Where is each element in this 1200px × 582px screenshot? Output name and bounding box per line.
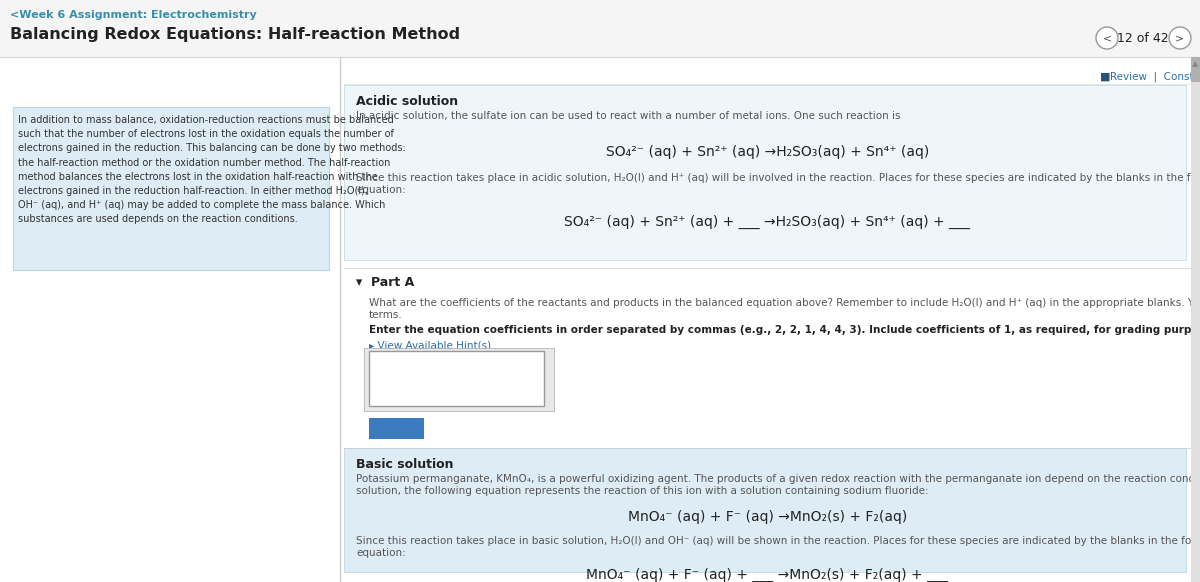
Text: <Week 6 Assignment: Electrochemistry: <Week 6 Assignment: Electrochemistry (10, 10, 257, 20)
Text: solution, the following equation represents the reaction of this ion with a solu: solution, the following equation represe… (356, 486, 929, 496)
Text: In addition to mass balance, oxidation-reduction reactions must be balanced: In addition to mass balance, oxidation-r… (18, 115, 394, 125)
Text: the half-reaction method or the oxidation number method. The half-reaction: the half-reaction method or the oxidatio… (18, 158, 390, 168)
Text: ▲: ▲ (1193, 59, 1199, 69)
Text: ▸ View Available Hint(s): ▸ View Available Hint(s) (370, 340, 491, 350)
Text: electrons gained in the reduction. This balancing can be done by two methods:: electrons gained in the reduction. This … (18, 143, 406, 154)
Text: Review  |  Constants  |  Periodic Table: Review | Constants | Periodic Table (1110, 72, 1200, 83)
Text: What are the coefficients of the reactants and products in the balanced equation: What are the coefficients of the reactan… (370, 298, 1200, 308)
FancyBboxPatch shape (13, 107, 329, 270)
FancyBboxPatch shape (0, 0, 1200, 57)
Text: 12 of 42: 12 of 42 (1117, 31, 1169, 44)
Text: equation:: equation: (356, 185, 406, 195)
FancyBboxPatch shape (1190, 57, 1200, 582)
Text: Potassium permanganate, KMnO₄, is a powerful oxidizing agent. The products of a : Potassium permanganate, KMnO₄, is a powe… (356, 474, 1200, 484)
Text: Since this reaction takes place in basic solution, H₂O(l) and OH⁻ (aq) will be s: Since this reaction takes place in basic… (356, 536, 1200, 546)
Text: Balancing Redox Equations: Half-reaction Method: Balancing Redox Equations: Half-reaction… (10, 27, 460, 42)
Text: >: > (1175, 33, 1184, 43)
Circle shape (1096, 27, 1118, 49)
Text: Enter the equation coefficients in order separated by commas (e.g., 2, 2, 1, 4, : Enter the equation coefficients in order… (370, 325, 1200, 335)
Text: substances are used depends on the reaction conditions.: substances are used depends on the react… (18, 214, 298, 225)
FancyBboxPatch shape (344, 85, 1186, 260)
Text: Submit: Submit (376, 421, 418, 434)
Circle shape (1169, 27, 1190, 49)
Text: ▾  Part A: ▾ Part A (356, 276, 414, 289)
Text: equation:: equation: (356, 548, 406, 558)
Text: <: < (1103, 33, 1111, 43)
FancyBboxPatch shape (370, 351, 544, 406)
Text: Acidic solution: Acidic solution (356, 95, 458, 108)
Text: SO₄²⁻ (aq) + Sn²⁺ (aq) →H₂SO₃(aq) + Sn⁴⁺ (aq): SO₄²⁻ (aq) + Sn²⁺ (aq) →H₂SO₃(aq) + Sn⁴⁺… (606, 145, 929, 159)
Text: MnO₄⁻ (aq) + F⁻ (aq) + ___ →MnO₂(s) + F₂(aq) + ___: MnO₄⁻ (aq) + F⁻ (aq) + ___ →MnO₂(s) + F₂… (587, 568, 948, 582)
FancyBboxPatch shape (1190, 57, 1200, 82)
Text: Basic solution: Basic solution (356, 458, 454, 471)
FancyBboxPatch shape (344, 448, 1186, 572)
Text: such that the number of electrons lost in the oxidation equals the number of: such that the number of electrons lost i… (18, 129, 394, 139)
Text: SO₄²⁻ (aq) + Sn²⁺ (aq) + ___ →H₂SO₃(aq) + Sn⁴⁺ (aq) + ___: SO₄²⁻ (aq) + Sn²⁺ (aq) + ___ →H₂SO₃(aq) … (564, 215, 971, 229)
FancyBboxPatch shape (364, 348, 554, 411)
Text: electrons gained in the reduction half-reaction. In either method H₂O(l),: electrons gained in the reduction half-r… (18, 186, 368, 196)
FancyBboxPatch shape (370, 418, 424, 439)
Text: OH⁻ (aq), and H⁺ (aq) may be added to complete the mass balance. Which: OH⁻ (aq), and H⁺ (aq) may be added to co… (18, 200, 385, 210)
Text: MnO₄⁻ (aq) + F⁻ (aq) →MnO₂(s) + F₂(aq): MnO₄⁻ (aq) + F⁻ (aq) →MnO₂(s) + F₂(aq) (628, 510, 907, 524)
Text: Since this reaction takes place in acidic solution, H₂O(l) and H⁺ (aq) will be i: Since this reaction takes place in acidi… (356, 173, 1200, 183)
FancyBboxPatch shape (344, 57, 1189, 582)
Text: terms.: terms. (370, 310, 403, 320)
Text: In acidic solution, the sulfate ion can be used to react with a number of metal : In acidic solution, the sulfate ion can … (356, 111, 900, 121)
Text: method balances the electrons lost in the oxidation half-reaction with the: method balances the electrons lost in th… (18, 172, 378, 182)
Text: ■: ■ (1100, 72, 1110, 82)
